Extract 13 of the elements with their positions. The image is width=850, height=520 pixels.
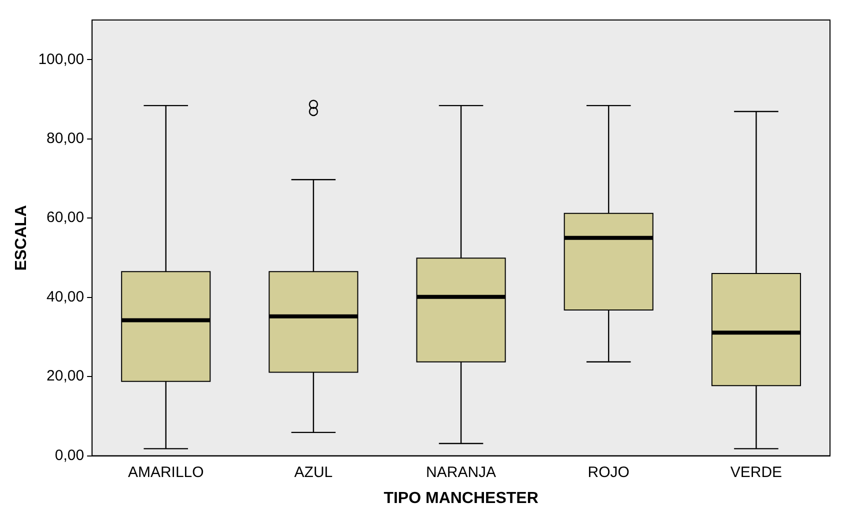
y-tick-label: 60,00: [46, 209, 84, 226]
y-tick-label: 100,00: [38, 50, 84, 68]
y-tick-label: 40,00: [46, 288, 84, 306]
y-tick-label: 0,00: [54, 446, 84, 464]
y-tick-label: 20,00: [46, 368, 84, 385]
x-axis-title: TIPO MANCHESTER: [384, 490, 539, 507]
y-axis-title: ESCALA: [13, 204, 30, 271]
x-tick-label: VERDE: [730, 464, 782, 481]
x-tick-label: AZUL: [294, 464, 333, 481]
x-tick-label: ROJO: [588, 464, 630, 481]
x-tick-label: AMARILLO: [128, 464, 204, 481]
y-tick-label: 80,00: [46, 130, 84, 147]
x-tick-label: NARANJA: [426, 464, 496, 481]
